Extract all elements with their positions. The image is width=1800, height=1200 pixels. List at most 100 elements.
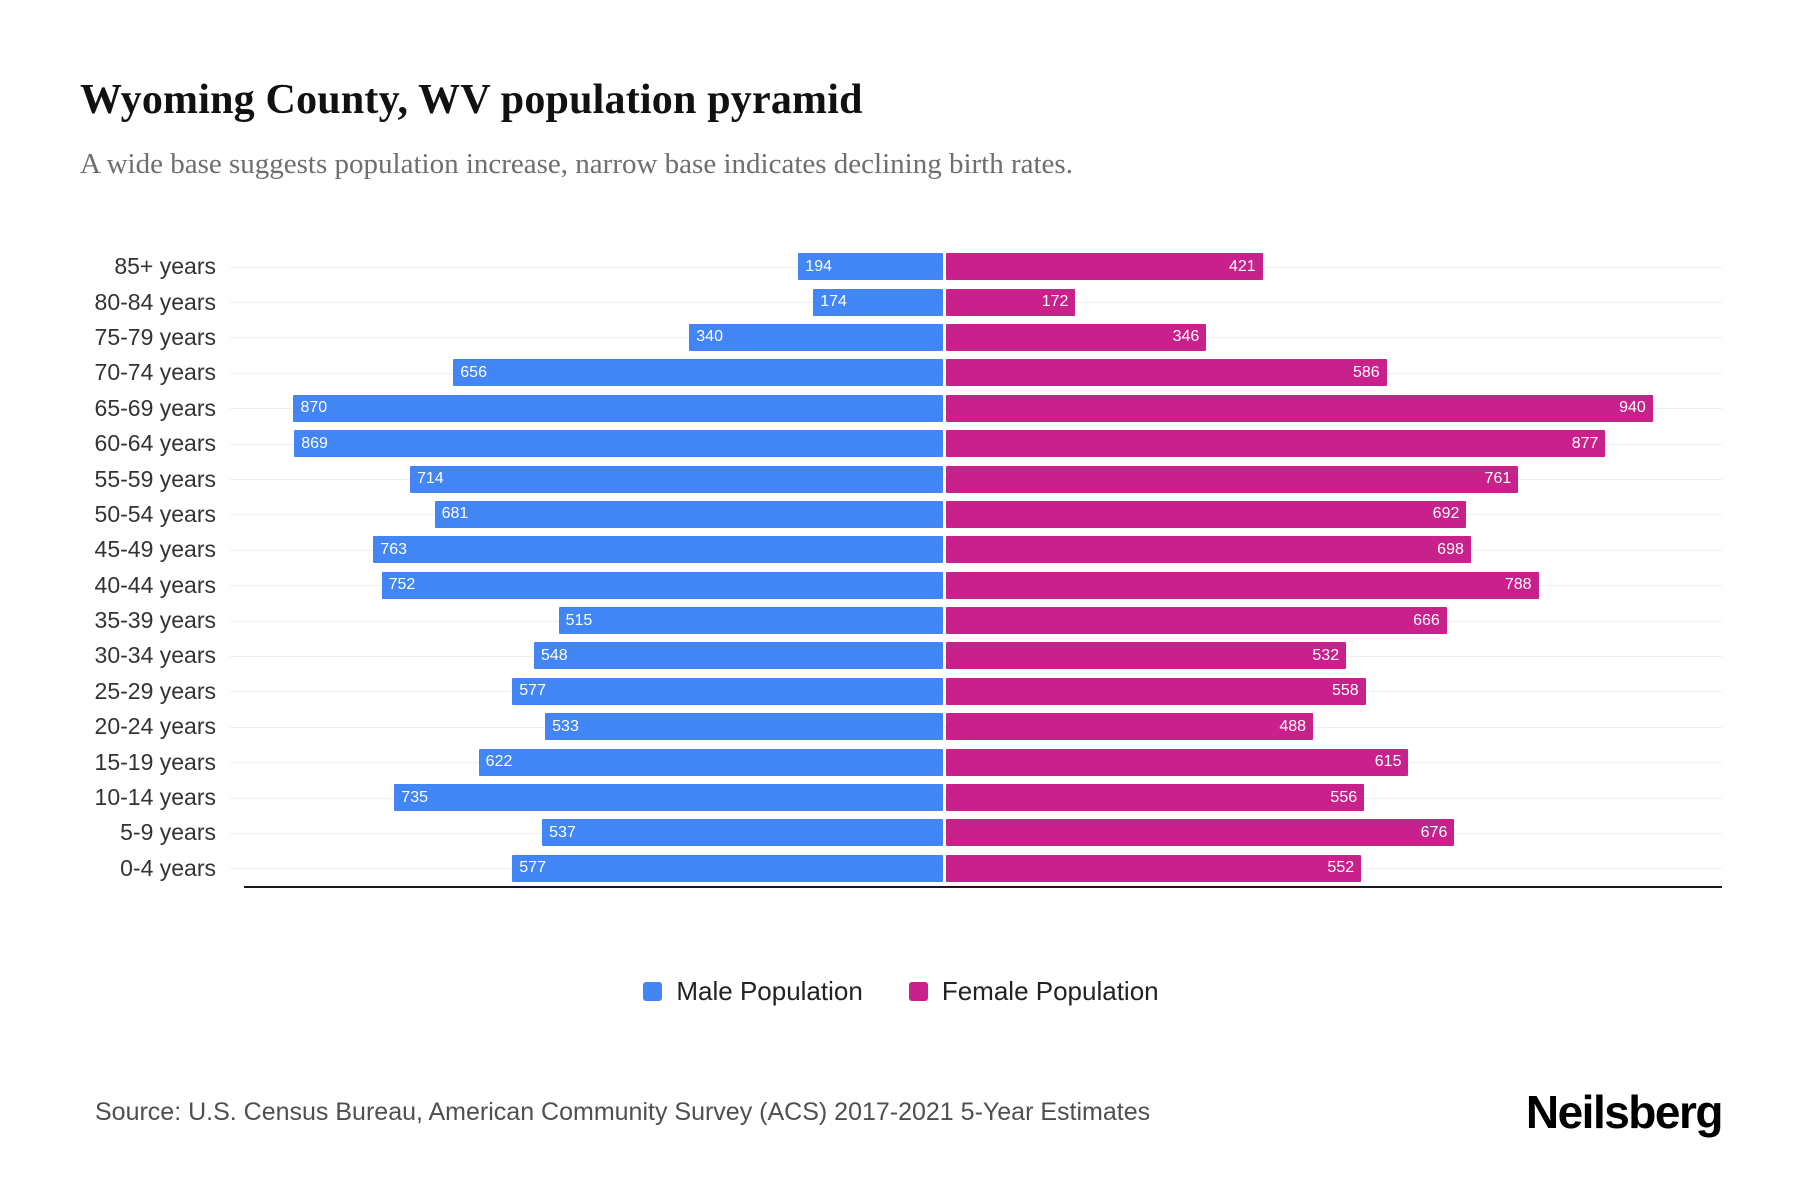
female-bar-value: 788: [1504, 576, 1532, 594]
female-half: 532: [945, 638, 1722, 673]
legend-item-female-population[interactable]: Female Population: [908, 976, 1159, 1007]
female-bar[interactable]: 788: [946, 571, 1539, 599]
male-bar[interactable]: 622: [478, 748, 944, 776]
pyramid-row: 5-9 years 537 676: [80, 815, 1722, 850]
female-bar-value: 698: [1437, 540, 1464, 558]
male-bar[interactable]: 537: [542, 819, 944, 847]
pyramid-row: 30-34 years 548 532: [80, 638, 1722, 673]
age-group-label: 45-49 years: [94, 536, 216, 563]
male-bar-value: 681: [441, 505, 469, 523]
male-bar[interactable]: 681: [434, 500, 944, 528]
male-bar-value: 763: [380, 540, 408, 558]
male-bar[interactable]: 577: [512, 677, 944, 705]
male-bar-value: 869: [301, 434, 328, 452]
female-half: 586: [945, 355, 1722, 390]
female-bar[interactable]: 676: [946, 819, 1455, 847]
male-bar[interactable]: 869: [294, 430, 944, 458]
male-bar[interactable]: 340: [689, 323, 944, 351]
female-bar[interactable]: 421: [946, 253, 1263, 281]
female-bar[interactable]: 692: [946, 500, 1467, 528]
age-group-label: 35-39 years: [94, 607, 216, 634]
pyramid-row: 20-24 years 533 488: [80, 709, 1722, 744]
male-bar[interactable]: 735: [394, 784, 944, 812]
pyramid-row: 35-39 years 515 666: [80, 603, 1722, 638]
row-plot-area: 577 558: [230, 674, 1722, 709]
male-half: 515: [230, 603, 945, 638]
male-bar[interactable]: 194: [798, 253, 944, 281]
male-bar-value: 548: [540, 646, 568, 664]
row-plot-area: 870 940: [230, 391, 1722, 426]
female-half: 346: [945, 320, 1722, 355]
male-half: 763: [230, 532, 945, 567]
male-bar[interactable]: 515: [558, 607, 944, 635]
male-bar-value: 533: [552, 717, 579, 735]
female-bar[interactable]: 615: [946, 748, 1409, 776]
female-half: 552: [945, 851, 1722, 886]
age-group-label: 70-74 years: [94, 359, 216, 386]
female-half: 761: [945, 461, 1722, 496]
row-plot-area: 194 421: [230, 249, 1722, 284]
male-bar[interactable]: 548: [533, 642, 944, 670]
brand-logo: Neilsberg: [1525, 1086, 1724, 1138]
female-bar[interactable]: 558: [946, 677, 1366, 705]
row-plot-area: 869 877: [230, 426, 1722, 461]
female-bar[interactable]: 552: [946, 854, 1362, 882]
female-bar[interactable]: 698: [946, 536, 1471, 564]
male-half: 622: [230, 744, 945, 779]
male-bar[interactable]: 656: [453, 359, 944, 387]
pyramid-row: 75-79 years 340 346: [80, 320, 1722, 355]
female-bar-value: 346: [1172, 328, 1200, 346]
row-plot-area: 763 698: [230, 532, 1722, 567]
female-half: 615: [945, 744, 1722, 779]
female-half: 488: [945, 709, 1722, 744]
female-half: 558: [945, 674, 1722, 709]
female-bar-value: 552: [1327, 859, 1355, 877]
male-half: 537: [230, 815, 945, 850]
female-half: 676: [945, 815, 1722, 850]
row-plot-area: 174 172: [230, 284, 1722, 319]
male-half: 577: [230, 851, 945, 886]
female-bar-value: 558: [1331, 682, 1359, 700]
female-bar-value: 761: [1484, 470, 1512, 488]
female-bar-value: 556: [1330, 788, 1358, 806]
female-bar[interactable]: 488: [946, 713, 1314, 741]
age-group-label: 55-59 years: [94, 465, 216, 492]
female-bar[interactable]: 532: [946, 642, 1347, 670]
male-bar[interactable]: 870: [293, 394, 944, 422]
pyramid-row: 65-69 years 870 940: [80, 391, 1722, 426]
female-bar-value: 940: [1619, 399, 1646, 417]
male-bar[interactable]: 174: [813, 288, 944, 316]
female-bar[interactable]: 940: [946, 394, 1653, 422]
legend-swatch: [643, 982, 663, 1002]
male-bar[interactable]: 714: [409, 465, 944, 493]
female-half: 666: [945, 603, 1722, 638]
page-subtitle: A wide base suggests population increase…: [80, 148, 1073, 180]
age-group-label: 40-44 years: [94, 571, 216, 598]
female-bar[interactable]: 877: [946, 430, 1606, 458]
legend-label: Female Population: [941, 976, 1159, 1007]
row-plot-area: 735 556: [230, 780, 1722, 815]
male-bar-value: 340: [696, 328, 723, 346]
female-bar[interactable]: 666: [946, 607, 1447, 635]
female-half: 421: [945, 249, 1722, 284]
male-bar[interactable]: 533: [545, 713, 944, 741]
male-bar-value: 537: [549, 823, 576, 841]
row-plot-area: 681 692: [230, 497, 1722, 532]
chart-footer: Source: U.S. Census Bureau, American Com…: [95, 1085, 1724, 1139]
male-bar[interactable]: 763: [373, 536, 944, 564]
female-bar[interactable]: 556: [946, 784, 1365, 812]
female-bar[interactable]: 586: [946, 359, 1387, 387]
female-bar[interactable]: 346: [946, 323, 1207, 351]
male-bar-value: 656: [460, 363, 487, 381]
legend-item-male-population[interactable]: Male Population: [643, 976, 863, 1007]
male-bar-value: 622: [485, 753, 513, 771]
female-bar[interactable]: 172: [946, 288, 1076, 316]
male-bar[interactable]: 577: [512, 854, 944, 882]
pyramid-row: 85+ years 194 421: [80, 249, 1722, 284]
female-half: 788: [945, 568, 1722, 603]
male-bar-value: 752: [388, 576, 416, 594]
legend-label: Male Population: [676, 976, 863, 1007]
female-bar[interactable]: 761: [946, 465, 1519, 493]
male-bar[interactable]: 752: [381, 571, 944, 599]
